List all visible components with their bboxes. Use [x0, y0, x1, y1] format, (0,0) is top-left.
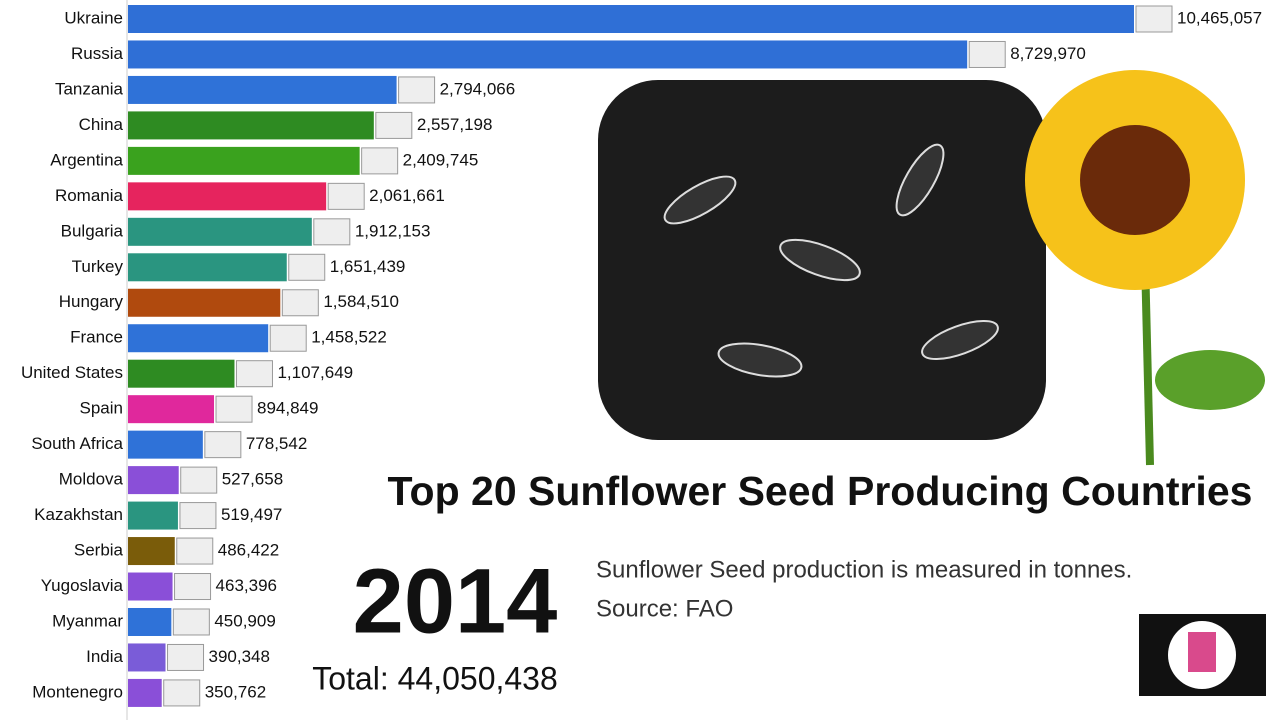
- bar: [128, 537, 175, 566]
- flag: [179, 502, 217, 530]
- subtitle: Source: FAO: [596, 595, 733, 622]
- category-label: France: [70, 328, 123, 347]
- category-label: Montenegro: [32, 682, 123, 701]
- value-label: 8,729,970: [1010, 44, 1086, 63]
- value-label: 519,497: [221, 505, 282, 524]
- flag: [180, 466, 218, 494]
- value-label: 527,658: [222, 470, 283, 489]
- flag: [215, 395, 253, 423]
- bar: [128, 501, 178, 530]
- value-label: 894,849: [257, 399, 318, 418]
- year: 2014: [353, 550, 558, 652]
- bar: [128, 111, 374, 140]
- flag: [269, 324, 307, 352]
- value-label: 1,651,439: [330, 257, 406, 276]
- bar: [128, 5, 1134, 33]
- value-label: 2,061,661: [369, 186, 445, 205]
- value-label: 10,465,057: [1177, 8, 1262, 27]
- flag: [163, 679, 201, 707]
- category-label: Bulgaria: [61, 221, 124, 240]
- value-label: 2,794,066: [440, 79, 516, 98]
- flag: [172, 608, 210, 636]
- value-label: 2,409,745: [403, 150, 479, 169]
- flag: [398, 76, 436, 104]
- value-label: 1,584,510: [323, 292, 399, 311]
- category-label: China: [79, 115, 124, 134]
- flag: [361, 147, 399, 175]
- flag: [176, 537, 214, 565]
- category-label: United States: [21, 363, 123, 382]
- sunflower-image: [1025, 70, 1265, 466]
- category-label: Hungary: [59, 292, 124, 311]
- bar: [128, 466, 179, 495]
- value-label: 450,909: [214, 611, 275, 630]
- flag: [1135, 5, 1173, 33]
- bar: [128, 678, 162, 707]
- value-label: 350,762: [205, 682, 266, 701]
- chart-title: Top 20 Sunflower Seed Producing Countrie…: [388, 468, 1253, 514]
- logo: [1139, 614, 1266, 696]
- flag: [204, 431, 242, 459]
- bar: [128, 607, 172, 636]
- bar: [128, 217, 312, 246]
- bar: [128, 40, 968, 69]
- category-label: Romania: [55, 186, 124, 205]
- category-label: Yugoslavia: [41, 576, 124, 595]
- bar: [128, 324, 269, 353]
- value-label: 1,107,649: [277, 363, 353, 382]
- value-label: 390,348: [209, 647, 270, 666]
- value-label: 1,912,153: [355, 221, 431, 240]
- category-label: Kazakhstan: [34, 505, 123, 524]
- flag: [167, 643, 205, 671]
- bar: [128, 572, 173, 601]
- category-label: Russia: [71, 44, 124, 63]
- category-label: Myanmar: [52, 611, 123, 630]
- category-label: Argentina: [50, 150, 123, 169]
- category-label: South Africa: [31, 434, 123, 453]
- flag: [327, 182, 365, 210]
- flag: [281, 289, 319, 317]
- value-label: 463,396: [216, 576, 277, 595]
- value-label: 778,542: [246, 434, 307, 453]
- category-label: Serbia: [74, 541, 124, 560]
- bar: [128, 146, 360, 175]
- category-label: Tanzania: [55, 79, 124, 98]
- flag: [968, 40, 1006, 68]
- category-label: Spain: [80, 399, 123, 418]
- category-label: Ukraine: [64, 8, 123, 27]
- flag: [313, 218, 351, 246]
- value-label: 486,422: [218, 541, 279, 560]
- bar: [128, 182, 327, 211]
- flag: [288, 253, 326, 281]
- bar: [128, 643, 166, 672]
- bar: [128, 253, 287, 282]
- seed-image: [598, 80, 1046, 440]
- category-label: India: [86, 647, 123, 666]
- flag: [174, 573, 212, 601]
- flag: [375, 111, 413, 139]
- category-label: Moldova: [59, 470, 124, 489]
- bar: [128, 359, 235, 388]
- value-label: 2,557,198: [417, 115, 493, 134]
- category-label: Turkey: [72, 257, 124, 276]
- bar: [128, 75, 397, 104]
- total: Total: 44,050,438: [312, 660, 558, 696]
- value-label: 1,458,522: [311, 328, 387, 347]
- subtitle: Sunflower Seed production is measured in…: [596, 556, 1132, 583]
- bar: [128, 430, 203, 459]
- bar: [128, 288, 281, 317]
- flag: [235, 360, 273, 388]
- bar: [128, 395, 215, 424]
